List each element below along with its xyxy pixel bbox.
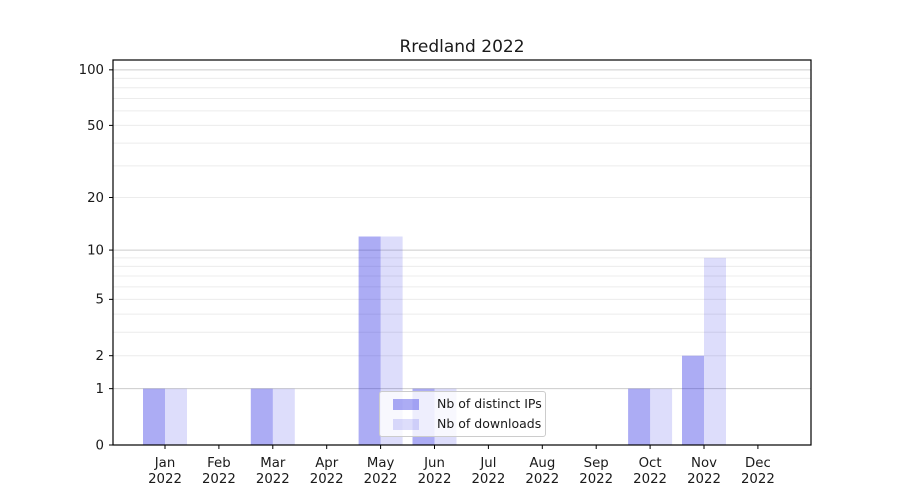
x-tick-label-jul: Jul 2022 <box>471 456 505 487</box>
x-tick-label-oct: Oct 2022 <box>633 456 667 487</box>
plot-border <box>112 59 812 446</box>
y-tick-label-10: 10 <box>87 243 104 258</box>
y-tick-label-50: 50 <box>87 119 104 134</box>
x-tick-label-dec: Dec 2022 <box>741 456 775 487</box>
bar-distinct-ips-oct <box>628 388 651 445</box>
legend-entry-distinct-ips: Nb of distinct IPs <box>393 396 542 412</box>
y-tick-label-5: 5 <box>96 293 104 308</box>
y-tick-label-100: 100 <box>79 63 104 78</box>
axes-layer: 0 1 2 5 10 20 50 100 Jan 2022 Feb 2022 Mar 2022 Apr 202… <box>79 59 812 487</box>
x-tick-label-mar: Mar 2022 <box>256 456 290 487</box>
legend-entry-downloads: Nb of downloads <box>393 416 542 432</box>
bar-distinct-ips-jan <box>143 388 165 445</box>
bar-distinct-ips-may <box>358 236 381 445</box>
x-tick-label-sep: Sep 2022 <box>579 456 613 487</box>
x-tick-label-aug: Aug 2022 <box>525 456 559 487</box>
bar-downloads-mar <box>272 388 295 445</box>
x-tick-label-jun: Jun 2022 <box>418 456 452 487</box>
bar-distinct-ips-nov <box>682 355 704 445</box>
legend-label-downloads: Nb of downloads <box>437 416 542 431</box>
legend-swatch-downloads <box>393 418 419 430</box>
y-tick-label-0: 0 <box>96 438 104 453</box>
legend-swatch-distinct-ips <box>393 398 419 410</box>
x-tick-label-apr: Apr 2022 <box>310 456 344 487</box>
legend: Nb of distinct IPs Nb of downloads <box>379 391 546 437</box>
y-tick-label-1: 1 <box>96 382 104 397</box>
bar-downloads-nov <box>704 257 726 445</box>
bar-downloads-jan <box>165 388 187 445</box>
grid-layer <box>113 69 811 390</box>
chart-title: Rredland 2022 <box>399 37 524 57</box>
bar-downloads-oct <box>650 388 673 445</box>
x-tick-label-may: May 2022 <box>364 456 398 487</box>
y-tick-label-20: 20 <box>87 191 104 206</box>
x-tick-label-feb: Feb 2022 <box>202 456 236 487</box>
y-tick-label-2: 2 <box>96 349 104 364</box>
legend-label-distinct-ips: Nb of distinct IPs <box>437 396 542 411</box>
x-tick-label-jan: Jan 2022 <box>148 456 182 487</box>
bar-distinct-ips-mar <box>250 388 273 445</box>
x-tick-label-nov: Nov 2022 <box>687 456 721 487</box>
